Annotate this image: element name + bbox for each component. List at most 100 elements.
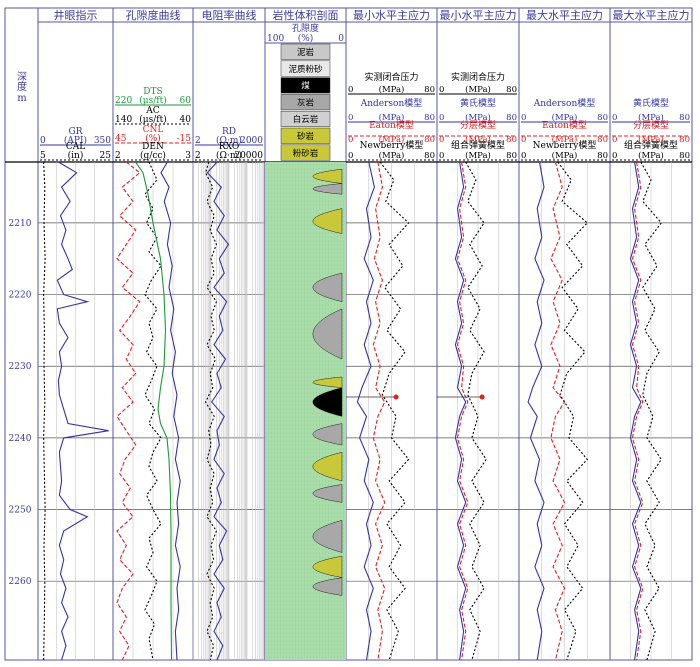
stress-measured-min-437: 0 xyxy=(439,85,444,95)
stress-unit-610-2: (MPa) xyxy=(638,150,664,161)
scale-min-rd: 2 xyxy=(195,136,201,146)
litho-legend-swatch-6 xyxy=(280,144,331,161)
stress-unit-346-0: (MPa) xyxy=(379,112,405,123)
stress-model-name-519-2: Newberry模型 xyxy=(533,140,597,151)
litho-por-max: 0 xyxy=(338,34,344,44)
depth-tick-2250: 2250 xyxy=(9,506,32,516)
curve-well-0 xyxy=(56,161,109,661)
scale-max-gr: 350 xyxy=(94,136,111,146)
stress-red-max-437: 80 xyxy=(506,135,517,145)
curve-name-rxo: RXO xyxy=(219,142,239,152)
stress-model-name-346-1: Eaton模型 xyxy=(369,120,414,131)
stress-unit-437-2: (MPa) xyxy=(465,150,491,161)
litho-sand-lobe xyxy=(312,168,343,184)
stress-max-519-2: 80 xyxy=(597,151,608,161)
curve-smax2-18 xyxy=(631,161,644,661)
stress-measured-min-346: 0 xyxy=(348,85,353,95)
stress-model-name-519-0: Anderson模型 xyxy=(533,98,596,109)
curve-resist-7 xyxy=(204,161,218,661)
scale-min-gr: 0 xyxy=(40,136,46,146)
scale-min-cal: 5 xyxy=(40,151,46,161)
litho-shale-lobe xyxy=(312,484,343,503)
stress-unit-346-2: (MPa) xyxy=(379,150,405,161)
litho-sand-lobe xyxy=(312,451,343,482)
curve-name-den: DEN xyxy=(142,142,164,152)
scale-max-ac: 40 xyxy=(180,115,192,125)
stress-model-name-437-2: 组合弹簧模型 xyxy=(451,139,505,151)
scale-min-rxo: 2 xyxy=(195,151,201,161)
litho-shale-lobe xyxy=(312,577,343,596)
stress-model-name-346-0: Anderson模型 xyxy=(360,98,423,109)
stress-max-346-2: 80 xyxy=(424,151,435,161)
depth-label-2: 度 xyxy=(17,80,27,93)
curve-name-dts: DTS xyxy=(143,87,162,97)
stress-unit-437-0: (MPa) xyxy=(465,112,491,123)
track-title-smax2: 最大水平主应力 xyxy=(613,8,690,22)
stress-unit-610-0: (MPa) xyxy=(638,112,664,123)
track-title-well: 井眼指示 xyxy=(54,8,98,22)
stress-unit-519-2: (MPa) xyxy=(552,150,578,161)
litho-shale-lobe xyxy=(312,272,343,303)
litho-legend-label-4: 白云岩 xyxy=(293,114,319,125)
depth-tick-2210: 2210 xyxy=(9,219,32,229)
litho-sand-lobe xyxy=(312,208,343,234)
curve-name-cnl: CNL xyxy=(143,125,164,135)
litho-legend-swatch-2 xyxy=(280,77,331,94)
scale-unit-gr: (API) xyxy=(64,135,87,146)
curve-smin1-10 xyxy=(379,161,410,661)
litho-shale-lobe xyxy=(312,308,343,360)
curve-smin1-8 xyxy=(356,161,375,661)
curve-name-rd: RD xyxy=(222,127,236,137)
litho-legend-swatch-0 xyxy=(280,43,331,60)
litho-legend-label-3: 灰岩 xyxy=(297,97,315,108)
curve-porosity-5 xyxy=(135,161,173,661)
stress-model-name-346-2: Newberry模型 xyxy=(360,140,424,151)
litho-por-min: 100 xyxy=(267,34,284,44)
stress-min-437-0: 0 xyxy=(439,113,444,123)
curve-well-1 xyxy=(43,161,46,661)
scale-max-cal: 25 xyxy=(100,151,112,161)
depth-tick-2240: 2240 xyxy=(9,434,32,444)
litho-legend-label-1: 泥质粉砂 xyxy=(288,64,323,75)
litho-sand-lobe xyxy=(312,555,343,578)
scale-max-dts: 60 xyxy=(180,96,192,106)
track-title-porosity: 孔隙度曲线 xyxy=(126,8,181,22)
stress-min-519-0: 0 xyxy=(521,113,526,123)
scale-min-ac: 140 xyxy=(115,115,132,125)
stress-red-min-437: 0 xyxy=(439,135,444,145)
measured-pressure-point-smin1 xyxy=(393,394,399,400)
stress-model-name-610-2: 组合弹簧模型 xyxy=(624,139,678,151)
scale-unit-cal: (in) xyxy=(68,150,84,161)
stress-red-min-519: 0 xyxy=(521,135,526,145)
scale-unit-rxo: (Ω·m) xyxy=(216,150,242,161)
track-title-smax1: 最大水平主应力 xyxy=(526,8,603,22)
stress-min-519-2: 0 xyxy=(521,151,526,161)
scale-unit-rd: (Ω·m) xyxy=(216,135,242,146)
stress-measured-label-437: 实测闭合压力 xyxy=(451,71,505,83)
stress-red-min-346: 0 xyxy=(348,135,353,145)
depth-tick-2220: 2220 xyxy=(9,291,32,301)
depth-tick-2230: 2230 xyxy=(9,362,32,372)
curve-name-ac: AC xyxy=(145,106,159,116)
scale-unit-dts: (μs/ft) xyxy=(139,95,166,106)
depth-label-1: 深 xyxy=(17,71,27,83)
curve-smax1-15 xyxy=(550,161,566,661)
stress-min-346-2: 0 xyxy=(348,151,353,161)
scale-max-den: 3 xyxy=(185,151,191,161)
stress-min-610-0: 0 xyxy=(612,113,617,123)
stress-measured-label-346: 实测闭合压力 xyxy=(364,71,418,83)
stress-max-519-0: 80 xyxy=(597,113,608,123)
litho-porosity-unit: (%) xyxy=(298,33,314,44)
stress-model-name-610-0: 黄氏模型 xyxy=(633,97,669,109)
curve-porosity-4 xyxy=(160,161,181,661)
stress-red-unit-346: (MPa) xyxy=(379,134,405,145)
litho-legend-swatch-3 xyxy=(280,94,331,111)
stress-red-unit-437: (MPa) xyxy=(465,134,491,145)
litho-legend-swatch-4 xyxy=(280,110,331,127)
stress-measured-max-437: 80 xyxy=(506,85,517,95)
scale-max-rxo: 20000 xyxy=(234,151,263,161)
stress-red-max-519: 80 xyxy=(597,135,608,145)
curve-smin2-11 xyxy=(454,161,467,661)
stress-max-437-2: 80 xyxy=(506,151,517,161)
